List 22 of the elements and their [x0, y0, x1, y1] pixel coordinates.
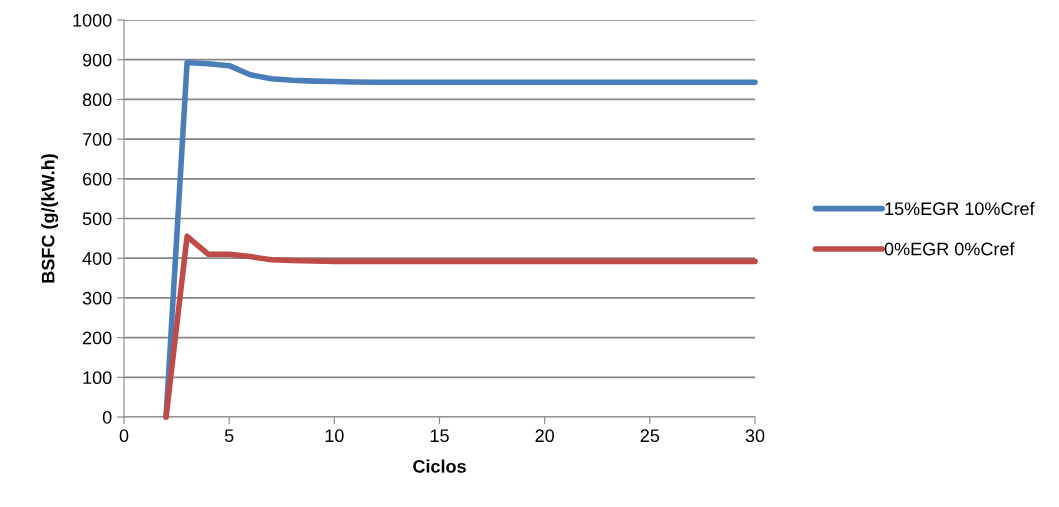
y-tick-label: 300 [82, 291, 112, 305]
y-tick-label: 100 [83, 371, 112, 385]
x-tick-label: 25 [640, 429, 660, 443]
y-tick-label: 200 [82, 331, 112, 345]
x-tick-label: 30 [745, 429, 765, 443]
y-tick-label: 400 [82, 252, 112, 265]
x-tick-label: 15 [430, 429, 449, 443]
legend-label: 0%EGR 0%Cref [884, 242, 1015, 256]
y-axis-title: BSFC (g/(kW.h) [41, 154, 59, 283]
x-tick-label: 5 [224, 429, 234, 443]
y-tick-label: 1000 [73, 13, 112, 27]
y-tick-label: 700 [83, 133, 112, 146]
y-tick-label: 900 [82, 53, 112, 67]
x-tick-label: 0 [119, 429, 129, 443]
x-axis-title: Ciclos [413, 459, 466, 473]
x-tick-label: 20 [535, 429, 554, 443]
y-tick-label: 0 [102, 410, 112, 424]
legend-label: 15%EGR 10%Cref [885, 201, 1035, 216]
y-tick-label: 800 [82, 93, 112, 107]
x-tick-label: 10 [325, 429, 344, 443]
y-tick-label: 500 [82, 212, 112, 226]
y-tick-label: 600 [82, 172, 112, 186]
